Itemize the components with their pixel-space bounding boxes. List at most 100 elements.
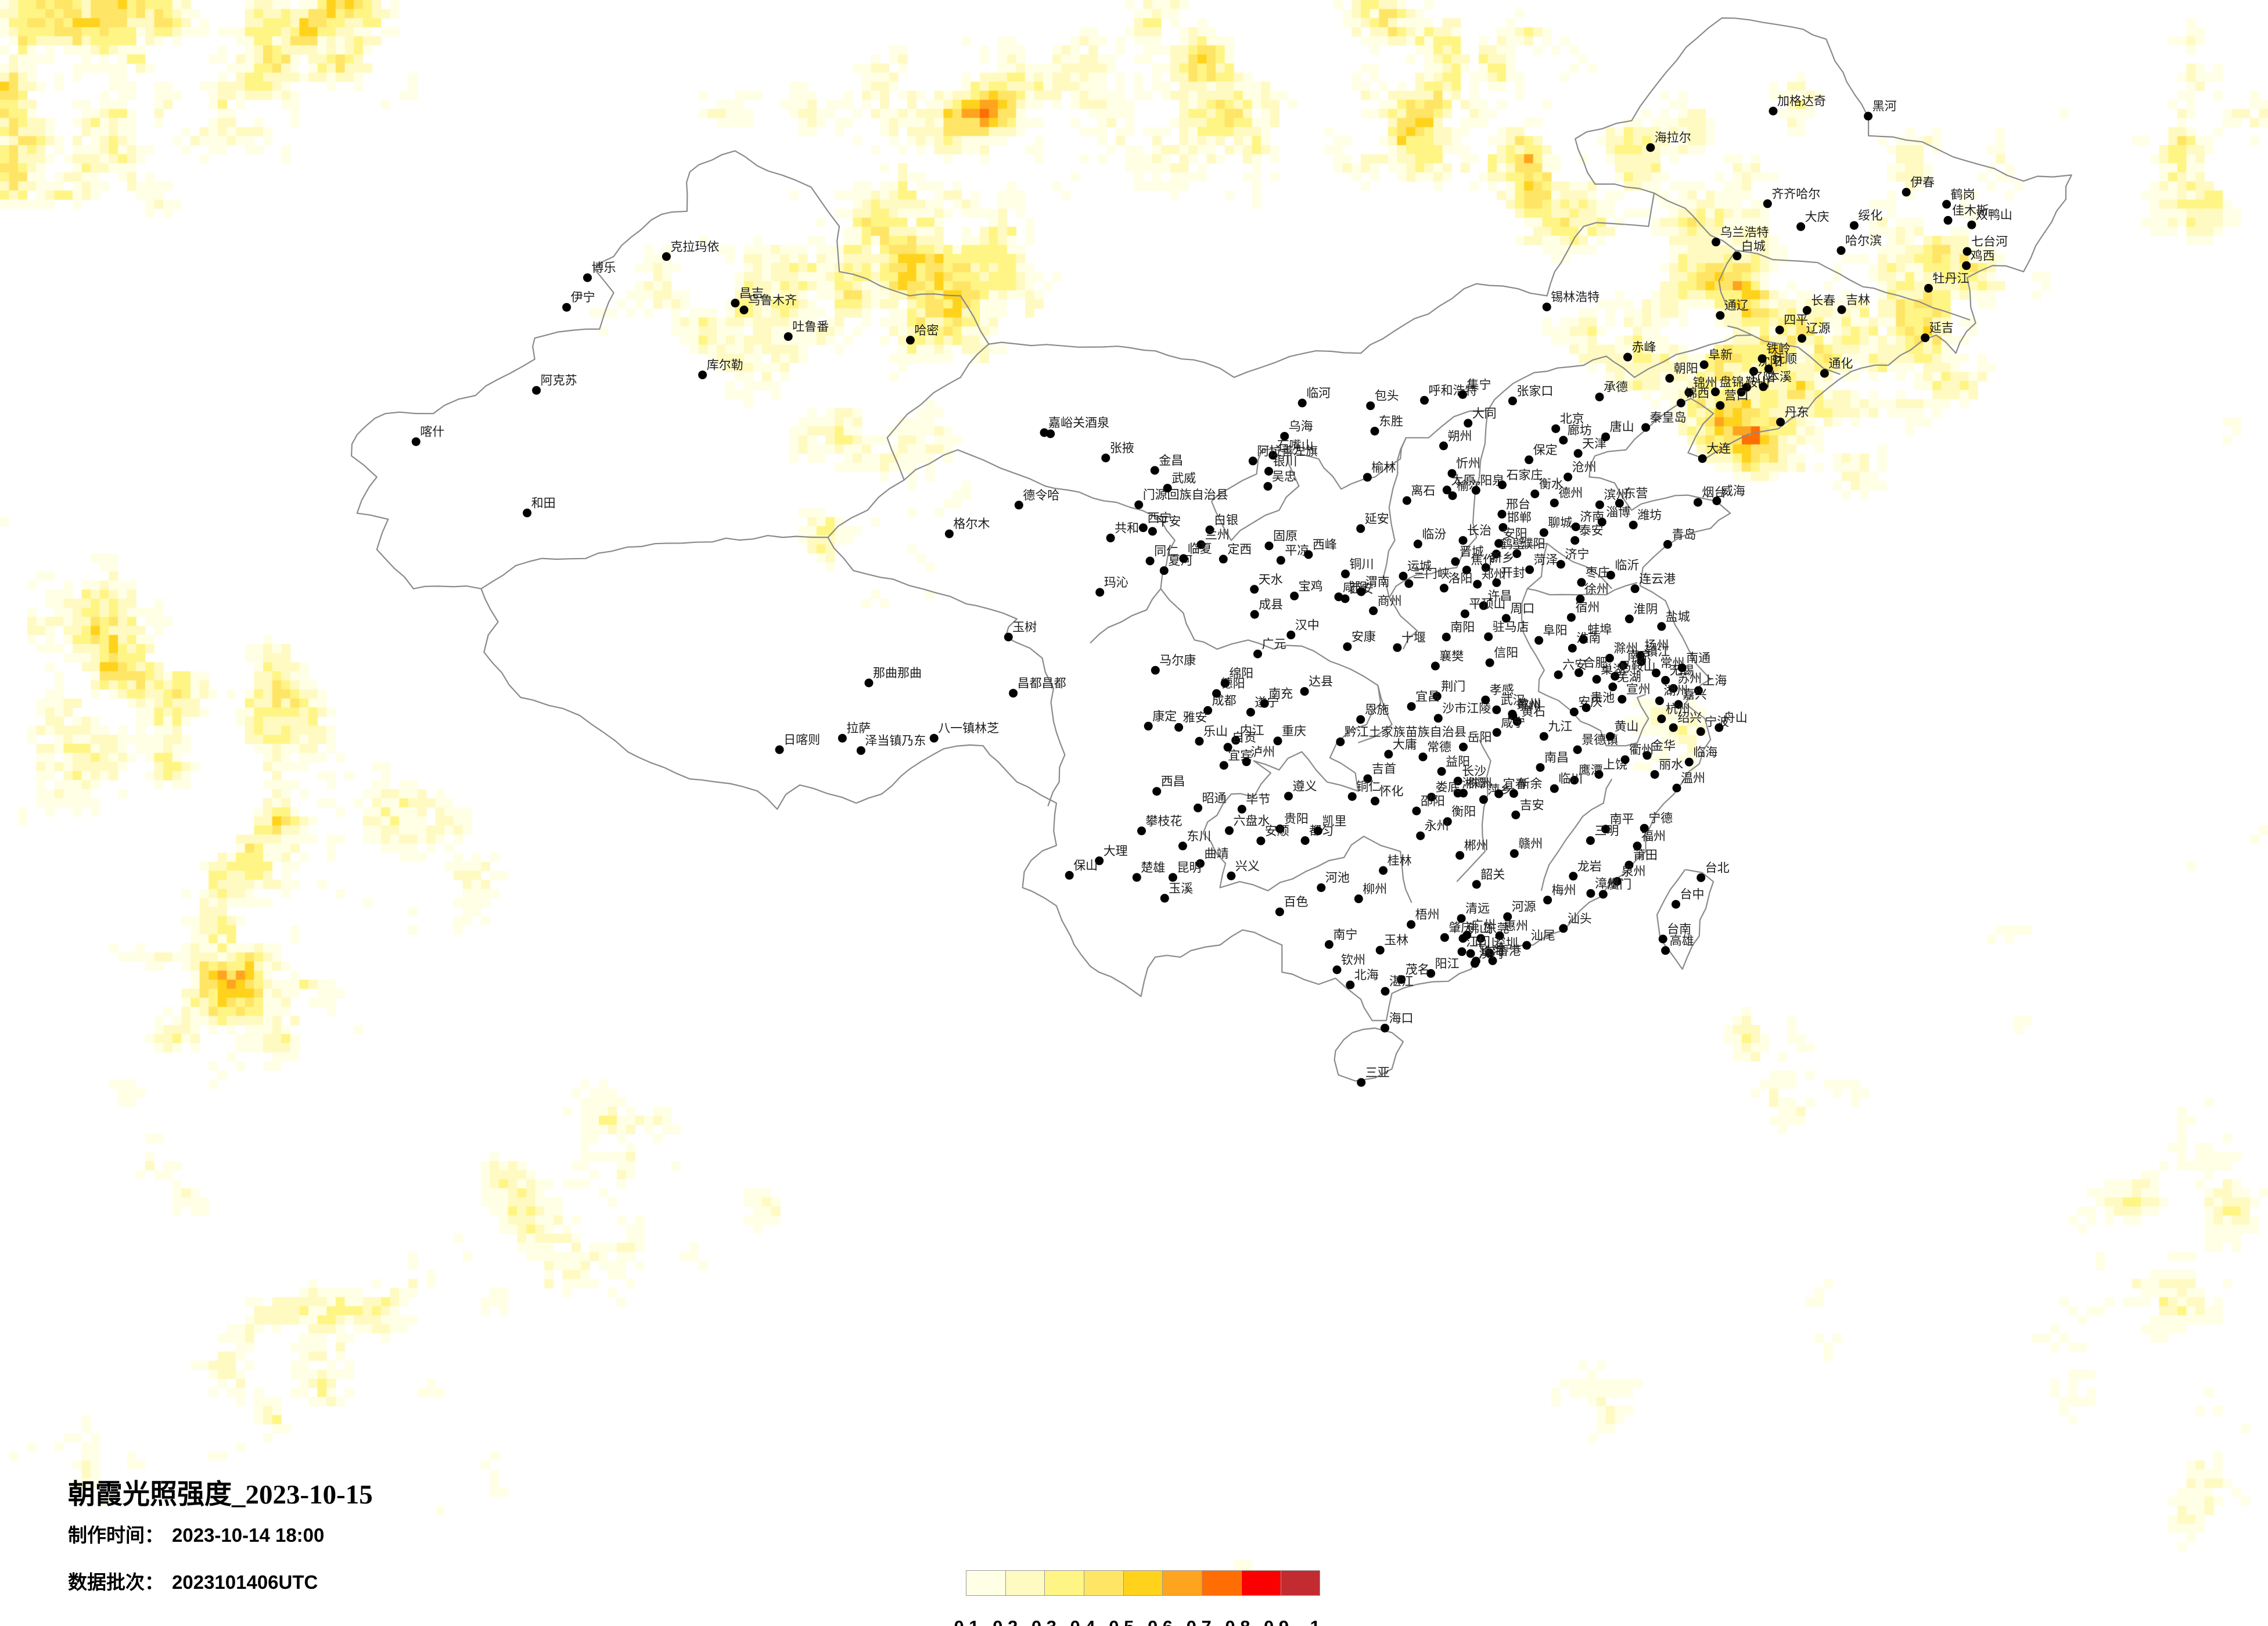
city-dot xyxy=(1437,767,1446,776)
city-label: 邯郸 xyxy=(1507,511,1532,524)
city-dot xyxy=(1488,956,1497,965)
city-dot xyxy=(1144,721,1153,731)
city-label: 株洲 xyxy=(1468,777,1492,790)
city-dot xyxy=(1393,643,1402,652)
city-dot xyxy=(532,386,541,395)
city-label: 宜昌 xyxy=(1415,690,1440,704)
city-label: 白城 xyxy=(1741,240,1766,253)
city-label: 周口 xyxy=(1510,602,1534,616)
city-dot xyxy=(1223,743,1232,752)
city-dot xyxy=(1601,825,1611,834)
city-dot xyxy=(1492,705,1501,714)
city-dot xyxy=(944,529,954,538)
city-label: 绵阳 xyxy=(1229,667,1253,681)
city-label: 蚌埠 xyxy=(1587,623,1612,636)
city-label: 南宁 xyxy=(1333,928,1357,941)
city-dot xyxy=(1559,924,1568,933)
city-label: 本溪 xyxy=(1767,370,1792,384)
city-dot xyxy=(1009,689,1018,698)
city-dot xyxy=(1014,501,1023,510)
city-dot xyxy=(1432,692,1442,701)
city-dot xyxy=(1273,736,1282,746)
city-dot xyxy=(1286,630,1296,639)
city-dot xyxy=(1481,695,1490,704)
city-label: 洛阳 xyxy=(1448,572,1472,585)
city-dot xyxy=(1696,727,1705,736)
city-label: 和田 xyxy=(531,497,556,510)
city-label: 台中 xyxy=(1680,888,1705,901)
city-dot xyxy=(1246,708,1255,717)
city-label: 承德 xyxy=(1604,381,1628,394)
city-dot xyxy=(1280,431,1289,441)
city-label: 襄樊 xyxy=(1439,650,1464,663)
city-label: 六安 xyxy=(1562,659,1587,672)
city-label: 营口 xyxy=(1724,389,1749,402)
city-dot xyxy=(1613,877,1622,886)
city-dot xyxy=(1366,401,1375,411)
city-dot xyxy=(1225,826,1234,835)
city-dot xyxy=(1802,305,1811,315)
city-dot xyxy=(1967,220,1976,229)
city-dot xyxy=(1624,614,1634,624)
city-dot xyxy=(1356,715,1365,724)
city-label: 牡丹江 xyxy=(1933,272,1969,285)
city-label: 阜新 xyxy=(1708,348,1733,362)
city-dot xyxy=(1442,632,1451,642)
city-label: 忻州 xyxy=(1456,457,1480,470)
city-label: 临海 xyxy=(1693,746,1717,759)
city-dot xyxy=(1674,700,1683,709)
city-label: 邢台 xyxy=(1506,498,1530,511)
city-dot xyxy=(1304,550,1313,559)
city-label: 石嘴山 xyxy=(1277,439,1314,452)
city-dot xyxy=(1346,980,1355,990)
province-boundary-1 xyxy=(827,537,1066,807)
city-dot xyxy=(1669,684,1678,693)
city-dot xyxy=(1442,485,1451,495)
city-label: 吉安 xyxy=(1520,798,1544,812)
city-dot xyxy=(1640,823,1649,833)
city-dot xyxy=(1836,246,1846,255)
city-label: 锡林浩特 xyxy=(1551,291,1600,304)
city-label: 荆门 xyxy=(1441,680,1465,693)
city-dot xyxy=(1525,565,1534,574)
city-dot xyxy=(1275,907,1284,916)
city-label: 上海 xyxy=(1702,674,1727,688)
city-label: 玉树 xyxy=(1012,621,1037,634)
province-boundary-7 xyxy=(1388,410,1489,598)
city-dot xyxy=(1137,826,1146,836)
city-label: 德州 xyxy=(1558,487,1583,500)
city-dot xyxy=(1595,500,1604,509)
city-dot xyxy=(1343,642,1352,652)
city-dot xyxy=(1231,736,1241,745)
city-dot xyxy=(1798,334,1806,343)
legend-swatch-1 xyxy=(1005,1570,1045,1596)
city-label: 太原 xyxy=(1451,474,1475,487)
city-dot xyxy=(1163,484,1172,493)
city-dot xyxy=(1672,900,1680,909)
city-dot xyxy=(1460,609,1469,618)
city-dot xyxy=(662,252,671,261)
city-label: 沧州 xyxy=(1572,461,1597,474)
province-boundary-5 xyxy=(1287,334,1753,490)
city-dot xyxy=(1594,770,1604,779)
city-label: 淮阴 xyxy=(1633,603,1658,616)
city-dot xyxy=(1476,934,1486,943)
city-label: 离石 xyxy=(1411,484,1435,498)
city-label: 衡水 xyxy=(1539,478,1563,491)
city-dot xyxy=(1699,360,1709,369)
city-label: 汕尾 xyxy=(1531,929,1555,942)
city-dot xyxy=(1608,682,1618,692)
city-label: 咸宁 xyxy=(1501,716,1525,729)
city-label: 博乐 xyxy=(592,261,616,275)
city-dot xyxy=(1864,111,1873,121)
city-label: 肇庆 xyxy=(1448,921,1473,934)
city-dot xyxy=(1684,388,1694,397)
city-dot xyxy=(1375,945,1385,955)
city-label: 铜川 xyxy=(1350,557,1374,571)
city-dot xyxy=(1407,702,1416,711)
city-dot xyxy=(1749,366,1758,376)
city-label: 遵义 xyxy=(1293,780,1317,793)
city-label: 大理 xyxy=(1104,844,1128,858)
city-label: 包头 xyxy=(1375,390,1399,403)
